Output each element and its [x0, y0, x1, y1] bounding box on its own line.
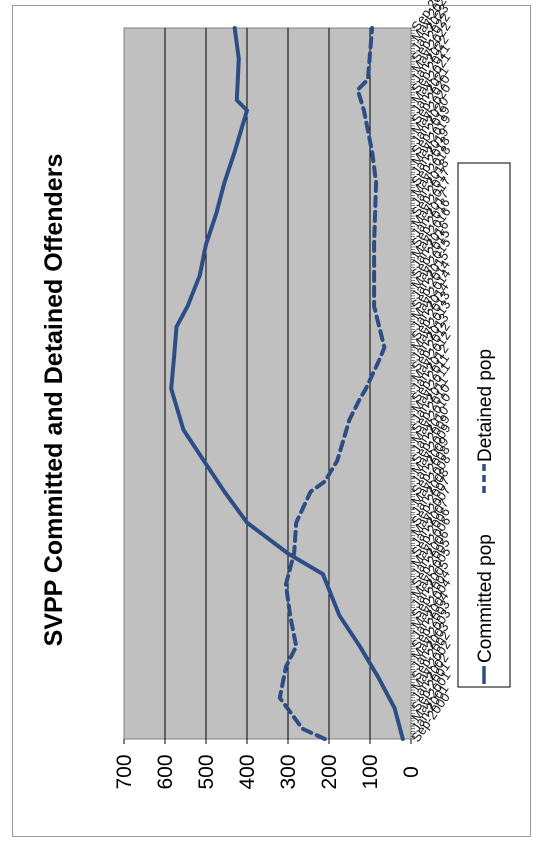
value-tick-label: 700	[113, 754, 136, 789]
value-tick-label: 100	[359, 754, 382, 789]
value-tick-label: 600	[154, 754, 177, 789]
value-axis: 0 100 200 300 400 500 600 700	[113, 739, 423, 790]
chart-title: SVPP Committed and Detained Offenders	[40, 154, 68, 647]
value-tick-label: 500	[195, 754, 218, 789]
date-axis: Sep-2000Jan-2001May-2001Sep-2001Jan-2002…	[408, 0, 453, 745]
detained-pop-line	[277, 26, 387, 741]
legend-label-detained: Detained pop	[475, 349, 496, 462]
value-tick-label: 0	[400, 766, 423, 778]
committed-pop-line	[169, 26, 405, 741]
value-tick-label: 300	[277, 754, 300, 789]
value-tick-label: 200	[318, 754, 341, 789]
legend-label-committed: Committed pop	[475, 534, 496, 663]
legend-box	[457, 162, 511, 688]
series-layer	[169, 26, 405, 741]
plot-area	[123, 27, 412, 740]
value-tick-label: 400	[236, 754, 259, 789]
legend: Committed pop Detained pop	[457, 162, 511, 688]
